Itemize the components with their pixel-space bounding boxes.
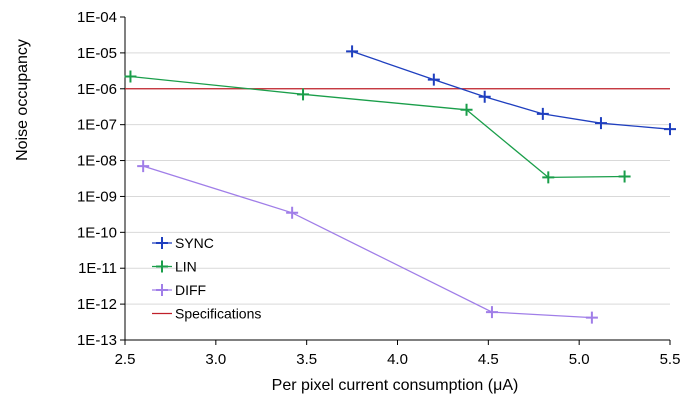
- sync-point: [594, 117, 607, 130]
- legend-item-sync: SYNC: [152, 235, 214, 251]
- y-tick-label: 1E-12: [77, 296, 117, 313]
- x-tick-label: 5.0: [569, 351, 590, 368]
- y-tick-label: 1E-05: [77, 45, 117, 62]
- legend-marker: [156, 237, 168, 249]
- lin-point: [124, 70, 137, 83]
- lin-point: [460, 103, 473, 116]
- x-tick-label: 4.5: [478, 351, 499, 368]
- legend-item-diff: DIFF: [152, 282, 206, 298]
- series-diff: [137, 160, 598, 324]
- x-axis-title: Per pixel current consumption (μA): [272, 377, 519, 394]
- sync-point: [478, 90, 491, 103]
- legend-label: Specifications: [175, 306, 261, 322]
- diff-point: [137, 160, 150, 173]
- legend-label: LIN: [175, 259, 197, 275]
- sync-point: [536, 107, 549, 120]
- series-lin: [124, 70, 631, 184]
- y-tick-label: 1E-11: [78, 260, 117, 277]
- y-tick-label: 1E-13: [77, 332, 117, 349]
- lin-point: [297, 88, 310, 101]
- legend-item-specifications: Specifications: [152, 306, 261, 322]
- lin-line: [130, 75, 625, 179]
- lin-point: [542, 171, 555, 184]
- y-axis-title: Noise occupancy: [14, 39, 31, 161]
- y-tick-label: 1E-06: [77, 81, 117, 98]
- diff-point: [585, 311, 598, 324]
- x-tick-label: 2.5: [115, 351, 136, 368]
- lin-point: [618, 170, 631, 183]
- series-sync: [346, 45, 676, 136]
- x-tick-labels: 2.5 3.0 3.5 4.0 4.5 5.0 5.5: [115, 351, 681, 368]
- x-tick-label: 3.5: [296, 351, 317, 368]
- legend-item-lin: LIN: [152, 259, 197, 275]
- x-tick-label: 3.0: [205, 351, 226, 368]
- legend-marker: [156, 284, 168, 296]
- axes: [120, 16, 671, 345]
- legend-label: DIFF: [175, 282, 206, 298]
- diff-point: [286, 206, 299, 219]
- legend-label: SYNC: [175, 235, 214, 251]
- sync-line: [351, 50, 671, 130]
- sync-point: [346, 45, 359, 58]
- gridlines: [125, 52, 670, 305]
- x-tick-label: 5.5: [660, 351, 681, 368]
- diff-point: [485, 306, 498, 319]
- legend: SYNC LIN DIFF Specifications: [152, 235, 261, 322]
- sync-point: [427, 73, 440, 86]
- y-tick-label: 1E-07: [77, 117, 117, 134]
- diff-line: [143, 165, 592, 319]
- data-series: [124, 45, 676, 324]
- y-tick-label: 1E-08: [77, 153, 117, 170]
- legend-marker: [156, 260, 168, 273]
- y-tick-label: 1E-09: [77, 188, 117, 205]
- sync-point: [664, 123, 676, 136]
- y-tick-label: 1E-04: [77, 9, 117, 26]
- x-tick-label: 4.0: [387, 351, 408, 368]
- y-tick-labels: 1E-04 1E-05 1E-06 1E-07 1E-08 1E-09 1E-10 1E-11…: [77, 9, 117, 349]
- y-tick-label: 1E-10: [77, 224, 117, 241]
